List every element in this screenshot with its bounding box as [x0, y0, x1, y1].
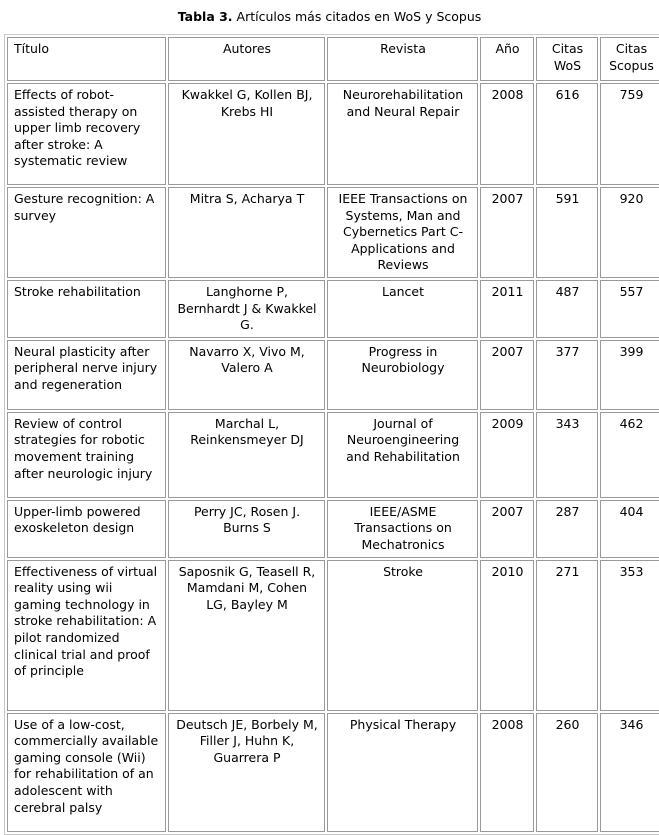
cell-titulo: Effects of robot-assisted therapy on upp… — [7, 83, 166, 185]
table-row: Use of a low-cost, commercially availabl… — [7, 712, 659, 832]
cell-autores: Navarro X, Vivo M, Valero A — [168, 339, 325, 410]
table-row: Neural plasticity after peripheral nerve… — [7, 339, 659, 410]
cell-anio: 2008 — [480, 712, 534, 832]
cell-revista: Stroke — [327, 559, 478, 711]
header-cell-citas-scopus: Citas Scopus — [600, 37, 659, 81]
cell-citas-scopus: 557 — [600, 279, 659, 338]
table-caption: Tabla 3. Artículos más citados en WoS y … — [0, 0, 659, 34]
cell-citas-wos: 591 — [536, 187, 598, 278]
cell-autores: Mitra S, Acharya T — [168, 187, 325, 278]
table-row: Stroke rehabilitation Langhorne P, Bernh… — [7, 279, 659, 338]
cell-citas-wos: 287 — [536, 499, 598, 558]
header-cell-citas-wos: Citas WoS — [536, 37, 598, 81]
cell-revista: Progress in Neurobiology — [327, 339, 478, 410]
cell-citas-scopus: 759 — [600, 83, 659, 185]
table-header: Título Autores Revista Año Citas WoS Cit… — [7, 37, 659, 81]
cell-revista: IEEE/ASME Transactions on Mechatronics — [327, 499, 478, 558]
cell-citas-scopus: 920 — [600, 187, 659, 278]
table-row: Effects of robot-assisted therapy on upp… — [7, 83, 659, 185]
cell-titulo: Gesture recognition: A survey — [7, 187, 166, 278]
cell-revista: Neurorehabilitation and Neural Repair — [327, 83, 478, 185]
header-row: Título Autores Revista Año Citas WoS Cit… — [7, 37, 659, 81]
cell-autores: Langhorne P, Bernhardt J & Kwakkel G. — [168, 279, 325, 338]
caption-text: Artículos más citados en WoS y Scopus — [232, 9, 482, 24]
cell-titulo: Review of control strategies for robotic… — [7, 411, 166, 498]
cell-citas-wos: 260 — [536, 712, 598, 832]
cell-citas-scopus: 353 — [600, 559, 659, 711]
table-row: Gesture recognition: A survey Mitra S, A… — [7, 187, 659, 278]
cell-revista: IEEE Transactions on Systems, Man and Cy… — [327, 187, 478, 278]
header-cell-anio: Año — [480, 37, 534, 81]
table-body: Effects of robot-assisted therapy on upp… — [7, 83, 659, 832]
cell-citas-scopus: 462 — [600, 411, 659, 498]
table-container: Título Autores Revista Año Citas WoS Cit… — [0, 34, 659, 835]
header-cell-titulo: Título — [7, 37, 166, 81]
header-cell-autores: Autores — [168, 37, 325, 81]
cell-citas-wos: 271 — [536, 559, 598, 711]
cell-titulo: Stroke rehabilitation — [7, 279, 166, 338]
cell-anio: 2007 — [480, 339, 534, 410]
cell-autores: Perry JC, Rosen J. Burns S — [168, 499, 325, 558]
caption-label: Tabla 3. — [177, 9, 233, 24]
cell-citas-wos: 343 — [536, 411, 598, 498]
cell-titulo: Use of a low-cost, commercially availabl… — [7, 712, 166, 832]
citations-table: Título Autores Revista Año Citas WoS Cit… — [4, 34, 659, 835]
header-cell-revista: Revista — [327, 37, 478, 81]
cell-anio: 2009 — [480, 411, 534, 498]
cell-citas-scopus: 404 — [600, 499, 659, 558]
cell-anio: 2008 — [480, 83, 534, 185]
cell-autores: Saposnik G, Teasell R, Mamdani M, Cohen … — [168, 559, 325, 711]
cell-citas-scopus: 399 — [600, 339, 659, 410]
cell-citas-wos: 377 — [536, 339, 598, 410]
cell-citas-wos: 487 — [536, 279, 598, 338]
cell-autores: Marchal L, Reinkensmeyer DJ — [168, 411, 325, 498]
cell-citas-wos: 616 — [536, 83, 598, 185]
cell-autores: Deutsch JE, Borbely M, Filler J, Huhn K,… — [168, 712, 325, 832]
table-row: Review of control strategies for robotic… — [7, 411, 659, 498]
cell-anio: 2010 — [480, 559, 534, 711]
cell-titulo: Effectiveness of virtual reality using w… — [7, 559, 166, 711]
table-row: Effectiveness of virtual reality using w… — [7, 559, 659, 711]
cell-anio: 2007 — [480, 187, 534, 278]
cell-titulo: Neural plasticity after peripheral nerve… — [7, 339, 166, 410]
table-row: Upper-limb powered exoskeleton design Pe… — [7, 499, 659, 558]
cell-autores: Kwakkel G, Kollen BJ, Krebs HI — [168, 83, 325, 185]
cell-titulo: Upper-limb powered exoskeleton design — [7, 499, 166, 558]
cell-anio: 2011 — [480, 279, 534, 338]
cell-citas-scopus: 346 — [600, 712, 659, 832]
cell-revista: Journal of Neuroengineering and Rehabili… — [327, 411, 478, 498]
cell-revista: Physical Therapy — [327, 712, 478, 832]
cell-revista: Lancet — [327, 279, 478, 338]
cell-anio: 2007 — [480, 499, 534, 558]
